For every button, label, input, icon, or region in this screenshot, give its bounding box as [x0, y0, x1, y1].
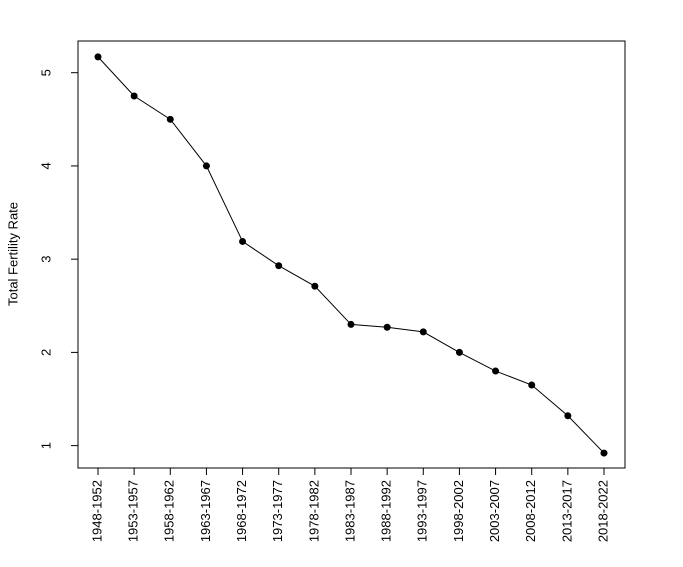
data-point — [455, 348, 463, 356]
x-tick-label: 1968-1972 — [234, 480, 249, 542]
data-point — [239, 237, 247, 245]
data-point — [600, 449, 608, 457]
x-tick-label: 1998-2002 — [451, 480, 466, 542]
data-point — [94, 53, 102, 61]
x-tick-label: 1978-1982 — [306, 480, 321, 542]
data-point — [275, 262, 283, 270]
data-point — [311, 282, 319, 290]
x-tick-label: 1988-1992 — [379, 480, 394, 542]
y-tick-label: 1 — [38, 442, 53, 449]
x-tick-label: 1973-1977 — [270, 480, 285, 542]
y-tick-label: 3 — [38, 256, 53, 263]
y-tick-label: 4 — [38, 162, 53, 169]
x-tick-label: 2003-2007 — [487, 480, 502, 542]
x-tick-label: 1953-1957 — [126, 480, 141, 542]
data-point — [419, 328, 427, 336]
x-tick-label: 2008-2012 — [523, 480, 538, 542]
plot-box — [77, 40, 626, 469]
y-tick-label: 5 — [38, 69, 53, 76]
x-tick-label: 1983-1987 — [342, 480, 357, 542]
data-point — [166, 115, 174, 123]
x-tick-label: 1963-1967 — [198, 480, 213, 542]
data-point — [564, 412, 572, 420]
data-point — [492, 367, 500, 375]
y-tick-label: 2 — [38, 349, 53, 356]
y-axis-title: Total Fertility Rate — [5, 202, 20, 306]
x-tick-label: 1993-1997 — [415, 480, 430, 542]
data-point — [202, 162, 210, 170]
data-point — [383, 323, 391, 331]
x-tick-label: 1958-1962 — [162, 480, 177, 542]
data-point — [347, 320, 355, 328]
data-line — [97, 56, 605, 454]
data-point — [130, 92, 138, 100]
data-point — [528, 381, 536, 389]
x-tick-label: 2013-2017 — [559, 480, 574, 542]
x-tick-label: 2018-2022 — [595, 480, 610, 542]
x-tick-label: 1948-1952 — [89, 480, 104, 542]
